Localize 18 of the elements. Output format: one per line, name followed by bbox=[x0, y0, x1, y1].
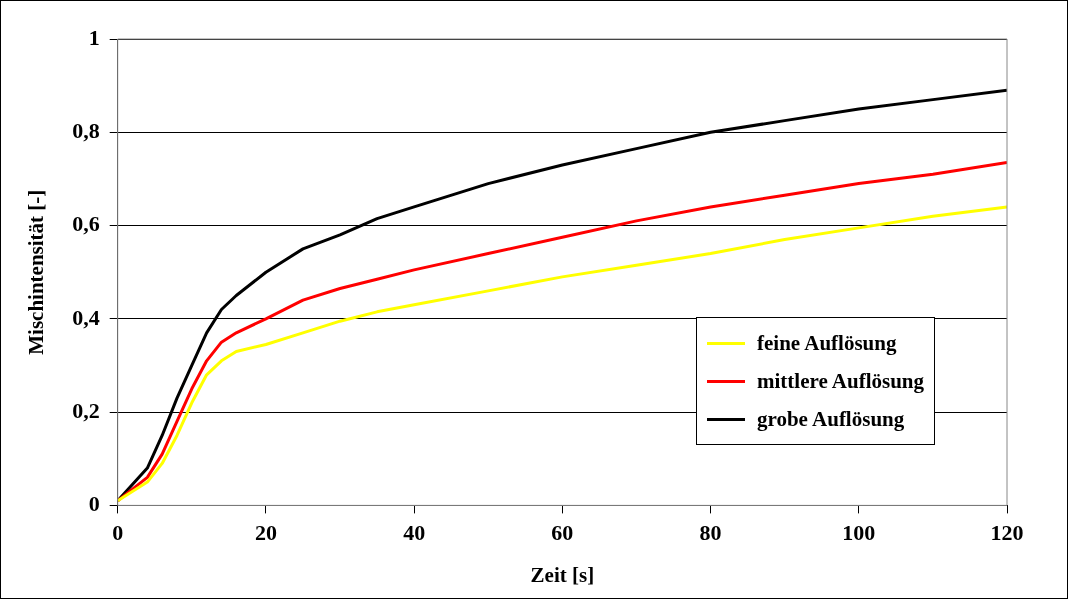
y-tick-label: 1 bbox=[88, 24, 100, 50]
y-tick-label: 0 bbox=[88, 491, 100, 517]
x-axis-title: Zeit [s] bbox=[530, 562, 595, 587]
x-tick-label: 40 bbox=[403, 520, 426, 546]
x-tick-label: 80 bbox=[699, 520, 722, 546]
y-tick-label: 0,6 bbox=[72, 211, 100, 237]
y-tick-label: 0,8 bbox=[72, 117, 100, 143]
legend-label: mittlere Auflösung bbox=[757, 368, 925, 394]
x-tick-label: 120 bbox=[990, 520, 1024, 546]
x-tick-label: 100 bbox=[842, 520, 876, 546]
y-tick-label: 0,4 bbox=[72, 304, 100, 330]
y-tick-label: 0,2 bbox=[72, 397, 100, 423]
x-tick-label: 60 bbox=[551, 520, 574, 546]
x-tick-label: 20 bbox=[254, 520, 277, 546]
y-axis-title: Mischintensität [-] bbox=[24, 189, 49, 355]
legend-label: feine Auflösung bbox=[757, 330, 897, 356]
x-tick-label: 0 bbox=[112, 520, 124, 546]
legend-label: grobe Auflösung bbox=[757, 406, 905, 432]
